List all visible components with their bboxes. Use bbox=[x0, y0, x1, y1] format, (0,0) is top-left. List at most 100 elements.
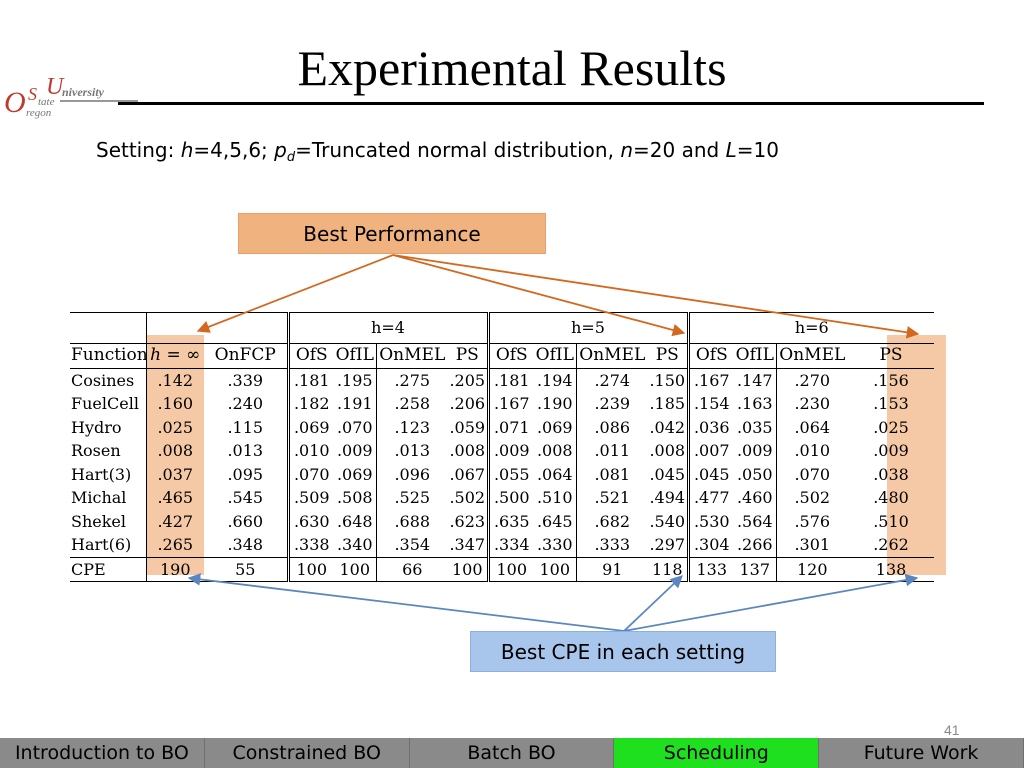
nav-scheduling[interactable]: Scheduling bbox=[614, 738, 820, 768]
table-cell: .009 bbox=[873, 441, 909, 460]
table-cell: .494 bbox=[649, 488, 686, 507]
nav-batch-bo[interactable]: Batch BO bbox=[409, 738, 615, 768]
table-cell: .095 bbox=[227, 464, 264, 484]
table-cell: .064 bbox=[775, 415, 849, 439]
header-ofs: OfS bbox=[486, 343, 535, 369]
table-cell: .205 bbox=[449, 370, 486, 390]
header-h-infinity: h = ∞ bbox=[145, 343, 204, 369]
table-cell: .167 bbox=[486, 392, 535, 416]
table-cell: .270 bbox=[775, 368, 849, 392]
results-table: h=4 h=5 h=6 Function h = ∞ OnFCP OfS OfI… bbox=[70, 312, 935, 582]
table-cell: .525 bbox=[375, 486, 448, 510]
logo-letter-o: O bbox=[4, 86, 26, 119]
table-cell: .688 bbox=[375, 509, 448, 533]
arrow-to-cpe-ps-h5 bbox=[623, 575, 683, 632]
row-label: FuelCell bbox=[71, 394, 139, 413]
table-cell: 100 bbox=[534, 556, 577, 582]
table-cell: .008 bbox=[145, 439, 204, 463]
group-h6: h=6 bbox=[686, 312, 935, 344]
header-ofil: OfIL bbox=[334, 343, 376, 369]
table-row: Cosines .142.339.181.195.275.205.181.194.… bbox=[70, 368, 934, 392]
table-row: Hart(3) .037.095.070.069.096.067.055.064.… bbox=[70, 462, 934, 486]
table-cell: .070 bbox=[775, 462, 849, 486]
best-cpe-callout: Best CPE in each setting bbox=[470, 631, 776, 672]
table-cell: .635 bbox=[486, 509, 535, 533]
nav-constrained-bo[interactable]: Constrained BO bbox=[204, 738, 410, 768]
table-cell: .348 bbox=[227, 535, 264, 554]
arrow-to-cpe-h-infinity bbox=[187, 573, 625, 632]
table-cell: .682 bbox=[575, 509, 649, 533]
header-ofil: OfIL bbox=[734, 343, 777, 369]
pd-description: =Truncated normal distribution, bbox=[295, 138, 621, 162]
table-row: Hydro .025.115.069.070.123.059.071.069.08… bbox=[70, 415, 934, 439]
table-cell: .025 bbox=[873, 417, 909, 437]
section-nav-bar: Introduction to BO Constrained BO Batch … bbox=[0, 738, 1024, 768]
table-cell: .070 bbox=[286, 462, 334, 486]
group-spacer bbox=[70, 312, 146, 344]
table-cell: .477 bbox=[686, 486, 735, 510]
table-row: Hart(6) .265 .348 .338.340.354.347.334.330.… bbox=[70, 533, 934, 557]
table-cell: .069 bbox=[336, 464, 373, 484]
table-cell: .500 bbox=[486, 486, 535, 510]
table-cell: .465 bbox=[145, 486, 204, 510]
table-cell: .045 bbox=[686, 462, 735, 486]
table-cell: .042 bbox=[649, 417, 686, 437]
row-label: Michal bbox=[71, 488, 127, 507]
header-ofil: OfIL bbox=[534, 343, 577, 369]
group-spacer bbox=[204, 312, 288, 344]
table-cell: .191 bbox=[336, 394, 373, 413]
h-values: =4,5,6; bbox=[193, 138, 275, 162]
table-cell: .266 bbox=[736, 535, 773, 554]
table-cell: .645 bbox=[536, 511, 573, 531]
table-cell: .510 bbox=[536, 488, 573, 507]
table-cell: .160 bbox=[145, 392, 204, 416]
table-cell: .339 bbox=[227, 370, 264, 390]
table-row: Rosen .008.013.010.009.013.008.009.008.01… bbox=[70, 439, 934, 463]
table-cell: .150 bbox=[649, 370, 686, 390]
pd-variable: p bbox=[274, 138, 287, 162]
table-row: FuelCell .160 .240 .182.191.258.206.167.190… bbox=[70, 392, 934, 416]
group-header-row: h=4 h=5 h=6 bbox=[70, 312, 935, 344]
group-h4: h=4 bbox=[286, 312, 489, 344]
table-cell: .025 bbox=[145, 415, 204, 439]
table-cell: .530 bbox=[686, 509, 735, 533]
n-variable: n bbox=[620, 138, 633, 162]
table-cell: .069 bbox=[286, 415, 334, 439]
table-cell: .333 bbox=[575, 533, 649, 557]
header-ofs: OfS bbox=[286, 343, 334, 369]
table-cell: .275 bbox=[375, 368, 448, 392]
table-cell: .038 bbox=[873, 464, 909, 484]
table-cell: .239 bbox=[575, 392, 649, 416]
table-body: Cosines .142.339.181.195.275.205.181.194.… bbox=[70, 368, 935, 582]
table-cell: .330 bbox=[536, 535, 573, 554]
table-cell: .304 bbox=[686, 533, 735, 557]
table-cell: .427 bbox=[145, 509, 204, 533]
table-cell: .190 bbox=[536, 394, 573, 413]
table-cell: .338 bbox=[286, 533, 334, 557]
column-header-row: Function h = ∞ OnFCP OfS OfIL OnMEL PS O… bbox=[70, 343, 935, 369]
table-cell: .206 bbox=[449, 394, 486, 413]
nav-introduction-to-bo[interactable]: Introduction to BO bbox=[0, 738, 205, 768]
table-cell: 118 bbox=[648, 556, 689, 582]
table-cell: 137 bbox=[734, 556, 777, 582]
table-cell: .013 bbox=[227, 441, 264, 460]
logo-word-state: tate bbox=[38, 96, 55, 108]
pd-subscript: d bbox=[286, 150, 296, 165]
table-cell: .185 bbox=[649, 394, 686, 413]
table-cell: .181 bbox=[486, 368, 535, 392]
table-cell: .008 bbox=[536, 441, 573, 460]
title-underline bbox=[118, 102, 984, 105]
row-label: Shekel bbox=[71, 511, 127, 531]
table-cell: .623 bbox=[449, 511, 486, 531]
table-cell: .069 bbox=[536, 417, 573, 437]
table-cell: .009 bbox=[486, 439, 535, 463]
table-cell: .347 bbox=[449, 535, 486, 554]
nav-future-work[interactable]: Future Work bbox=[819, 738, 1024, 768]
table-cell: .055 bbox=[486, 462, 535, 486]
table-cell: .502 bbox=[449, 488, 486, 507]
table-cell: 138 bbox=[848, 556, 935, 582]
table-cell: 120 bbox=[775, 556, 849, 582]
table-cell: .509 bbox=[286, 486, 334, 510]
table-cell: .050 bbox=[736, 464, 773, 484]
table-cell: .096 bbox=[375, 462, 448, 486]
